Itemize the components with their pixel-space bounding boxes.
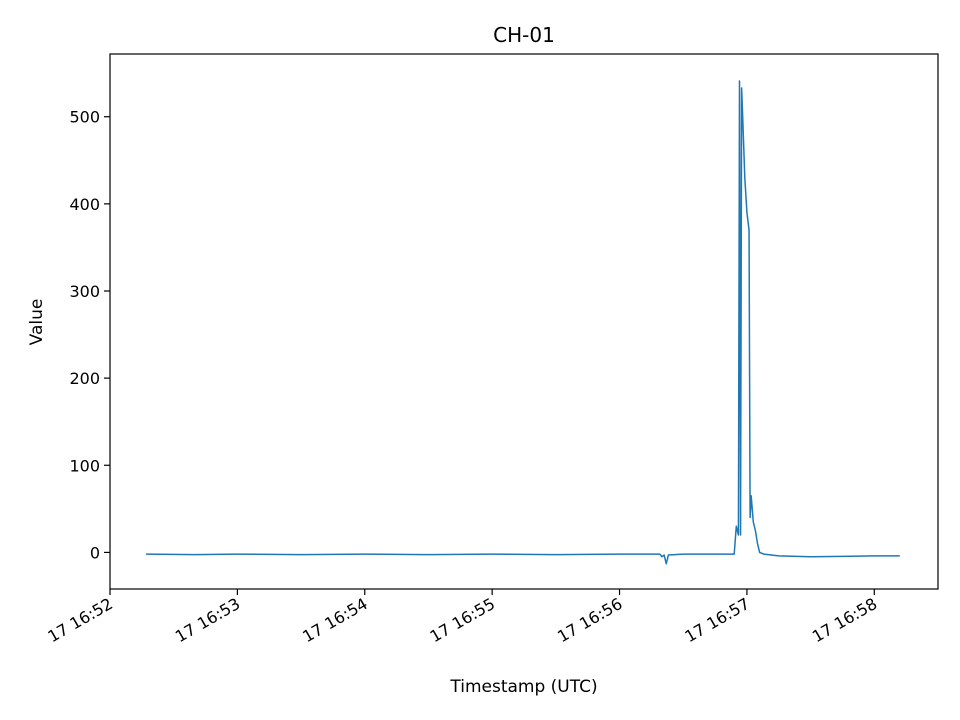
x-tick-label: 17 16:52 — [45, 594, 116, 646]
series-line — [146, 80, 900, 565]
x-axis: 17 16:52 17 16:53 17 16:54 17 16:55 17 16:56… — [45, 589, 880, 646]
x-tick-label: 17 16:56 — [554, 594, 625, 646]
y-tick-label: 500 — [69, 108, 100, 127]
x-tick-label: 17 16:53 — [172, 594, 243, 646]
y-tick-label: 200 — [69, 369, 100, 388]
y-axis-label: Value — [27, 299, 47, 346]
y-tick-label: 100 — [69, 456, 100, 475]
y-tick-label: 0 — [90, 543, 100, 562]
x-tick-label: 17 16:54 — [299, 594, 370, 646]
x-axis-label: Timestamp (UTC) — [449, 677, 597, 697]
chart-title: CH-01 — [493, 23, 555, 47]
y-tick-label: 400 — [69, 195, 100, 214]
x-tick-label: 17 16:55 — [427, 594, 498, 646]
y-axis: 0 100 200 300 400 500 — [69, 108, 110, 562]
plot-frame — [109, 53, 939, 590]
x-tick-label: 17 16:58 — [809, 594, 880, 646]
y-tick-label: 300 — [69, 282, 100, 301]
x-tick-label: 17 16:57 — [681, 594, 752, 646]
